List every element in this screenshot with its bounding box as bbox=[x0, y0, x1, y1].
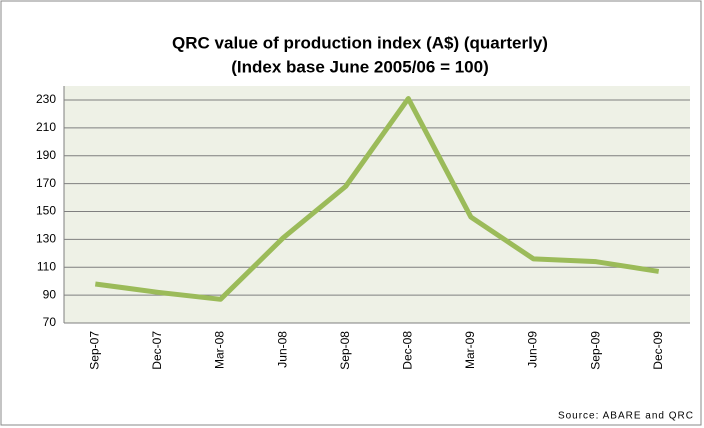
y-tick-label: 190 bbox=[36, 148, 56, 162]
x-tick-label: Dec-08 bbox=[400, 331, 414, 370]
y-tick-label: 70 bbox=[43, 315, 57, 329]
x-tick-label: Jun-08 bbox=[275, 331, 289, 368]
data-line bbox=[94, 96, 660, 302]
chart-subtitle: (Index base June 2005/06 = 100) bbox=[231, 57, 489, 76]
y-tick-label: 210 bbox=[36, 120, 56, 134]
x-tick-label: Mar-08 bbox=[213, 331, 227, 369]
x-tick-label: Mar-09 bbox=[463, 331, 477, 369]
source-note: Source: ABARE and QRC bbox=[558, 411, 694, 422]
y-tick-label: 170 bbox=[36, 176, 56, 190]
y-tick-label: 90 bbox=[43, 287, 57, 301]
chart-title: QRC value of production index (A$) (quar… bbox=[172, 33, 548, 52]
plot-area bbox=[64, 86, 690, 323]
x-tick-label: Sep-08 bbox=[338, 331, 352, 370]
y-tick-label: 230 bbox=[36, 92, 56, 106]
x-tick-label: Sep-07 bbox=[87, 331, 101, 370]
x-tick-label: Dec-07 bbox=[150, 331, 164, 370]
x-tick-label: Jun-09 bbox=[526, 331, 540, 368]
y-tick-label: 110 bbox=[37, 259, 56, 273]
x-tick-label: Dec-09 bbox=[651, 331, 665, 370]
y-tick-label: 130 bbox=[36, 232, 56, 246]
x-tick-label: Sep-09 bbox=[588, 331, 602, 370]
y-tick-label: 150 bbox=[36, 204, 56, 218]
